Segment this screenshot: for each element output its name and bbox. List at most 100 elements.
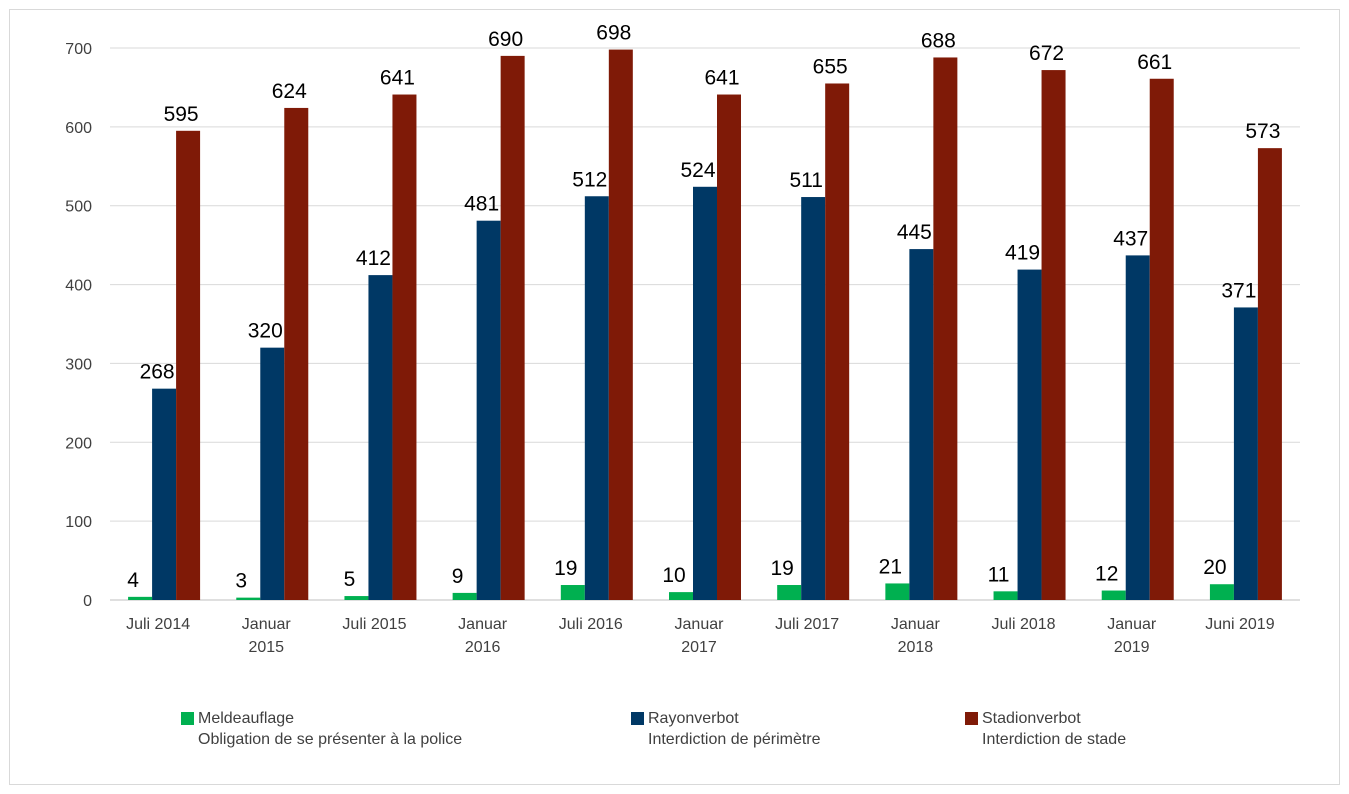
- chart-frame: [9, 9, 1340, 785]
- data-label-stadionverbot-10: 573: [1245, 120, 1280, 143]
- y-tick-label: 0: [83, 593, 92, 610]
- data-label-stadionverbot-3: 690: [488, 28, 523, 51]
- x-tick-label: Juli 2018: [992, 616, 1056, 633]
- legend-label-rayonverbot: Rayonverbot: [648, 710, 739, 727]
- y-tick-label: 400: [65, 278, 92, 295]
- legend-label-stadionverbot: Stadionverbot: [982, 710, 1081, 727]
- x-axis: Juli 2014 Januar 2015 Juli 2015 Januar 2016 Ju…: [126, 616, 1275, 656]
- y-tick-label: 700: [65, 41, 92, 58]
- bar-stadionverbot-10: [1257, 148, 1282, 601]
- data-label-stadionverbot-4: 698: [596, 22, 631, 45]
- legend-item-rayonverbot: Rayonverbot Interdiction de périmètre: [631, 708, 821, 750]
- bar-meldeauflage-1: [236, 597, 261, 600]
- bar-stadionverbot-8: [1041, 70, 1066, 600]
- legend-swatch-meldeauflage: [181, 712, 194, 725]
- bar-stadionverbot-4: [608, 49, 633, 600]
- data-label-meldeauflage-3: 9: [452, 565, 464, 588]
- legend-sublabel-meldeauflage: Obligation de se présenter à la police: [198, 731, 463, 748]
- bar-stadionverbot-6: [825, 83, 850, 600]
- x-tick-label: Januar: [891, 616, 941, 633]
- y-tick-label: 200: [65, 435, 92, 452]
- x-tick-label: 2018: [898, 639, 934, 656]
- bar-rayonverbot-9: [1125, 255, 1150, 600]
- data-label-stadionverbot-8: 672: [1029, 42, 1064, 65]
- bars: [128, 49, 1282, 601]
- data-label-meldeauflage-9: 12: [1095, 563, 1118, 586]
- y-tick-label: 100: [65, 514, 92, 531]
- bar-rayonverbot-3: [476, 220, 501, 600]
- y-tick-label: 300: [65, 356, 92, 373]
- legend-sublabel-rayonverbot: Interdiction de périmètre: [648, 731, 821, 748]
- x-tick-label: Juni 2019: [1205, 616, 1274, 633]
- data-label-rayonverbot-2: 412: [356, 247, 391, 270]
- data-label-rayonverbot-3: 481: [464, 193, 499, 216]
- data-label-stadionverbot-5: 641: [704, 67, 739, 90]
- bar-stadionverbot-2: [392, 94, 417, 601]
- x-tick-label: 2015: [248, 639, 284, 656]
- data-label-meldeauflage-7: 21: [879, 555, 902, 578]
- x-tick-label: Januar: [675, 616, 725, 633]
- x-tick-label: 2019: [1114, 639, 1150, 656]
- data-label-rayonverbot-0: 268: [140, 361, 175, 384]
- y-tick-label: 600: [65, 120, 92, 137]
- bar-rayonverbot-4: [584, 196, 609, 600]
- data-labels: 4 3 5 9 19 10 19 21 11 12 20 268 320 412 481 512 524 511 4…: [127, 22, 1280, 593]
- data-label-rayonverbot-5: 524: [680, 159, 715, 182]
- data-label-rayonverbot-7: 445: [897, 221, 932, 244]
- legend-label-meldeauflage: Meldeauflage: [198, 710, 295, 727]
- data-label-meldeauflage-10: 20: [1203, 556, 1226, 579]
- x-tick-label: Januar: [458, 616, 508, 633]
- y-tick-label: 500: [65, 199, 92, 216]
- legend-item-meldeauflage: Meldeauflage Obligation de se présenter …: [181, 708, 462, 750]
- data-label-meldeauflage-8: 11: [988, 563, 1010, 586]
- legend-sublabel-stadionverbot: Interdiction de stade: [982, 731, 1127, 748]
- bar-meldeauflage-9: [1101, 590, 1126, 600]
- bar-rayonverbot-6: [801, 197, 826, 601]
- bar-meldeauflage-8: [993, 591, 1018, 600]
- x-tick-label: Juli 2014: [126, 616, 190, 633]
- legend-swatch-rayonverbot: [631, 712, 644, 725]
- bar-stadionverbot-3: [500, 55, 525, 600]
- data-label-rayonverbot-1: 320: [248, 320, 283, 343]
- data-label-stadionverbot-0: 595: [164, 103, 199, 126]
- bar-rayonverbot-8: [1017, 269, 1042, 600]
- legend-item-stadionverbot: Stadionverbot Interdiction de stade: [965, 708, 1126, 750]
- bar-meldeauflage-0: [128, 596, 153, 600]
- bar-meldeauflage-7: [885, 583, 910, 600]
- bar-meldeauflage-5: [669, 592, 693, 600]
- data-label-meldeauflage-5: 10: [662, 564, 685, 587]
- data-label-meldeauflage-1: 3: [235, 570, 247, 593]
- data-label-rayonverbot-10: 371: [1221, 279, 1256, 302]
- bar-meldeauflage-10: [1209, 584, 1234, 600]
- x-tick-label: Januar: [1107, 616, 1157, 633]
- x-tick-label: Juli 2017: [775, 616, 839, 633]
- bar-rayonverbot-5: [693, 186, 717, 600]
- data-label-stadionverbot-7: 688: [921, 29, 956, 52]
- data-label-rayonverbot-6: 511: [789, 169, 822, 192]
- data-label-rayonverbot-4: 512: [572, 168, 607, 191]
- data-label-rayonverbot-9: 437: [1113, 227, 1148, 250]
- legend-swatch-stadionverbot: [965, 712, 978, 725]
- x-tick-label: 2016: [465, 639, 501, 656]
- data-label-meldeauflage-6: 19: [771, 557, 794, 580]
- bar-stadionverbot-0: [176, 130, 201, 601]
- bar-meldeauflage-3: [452, 592, 477, 600]
- data-label-stadionverbot-2: 641: [380, 67, 415, 90]
- bar-stadionverbot-5: [717, 94, 741, 601]
- bar-meldeauflage-4: [560, 585, 585, 600]
- bar-meldeauflage-6: [777, 585, 802, 600]
- bar-rayonverbot-1: [260, 347, 285, 600]
- data-label-meldeauflage-0: 4: [127, 569, 139, 592]
- bar-rayonverbot-10: [1233, 307, 1258, 600]
- bar-stadionverbot-1: [284, 107, 309, 600]
- bar-meldeauflage-2: [344, 596, 369, 600]
- x-tick-label: Juli 2016: [559, 616, 623, 633]
- data-label-meldeauflage-2: 5: [344, 568, 356, 591]
- x-tick-label: Juli 2015: [342, 616, 406, 633]
- bar-rayonverbot-7: [909, 249, 934, 601]
- data-label-meldeauflage-4: 19: [554, 557, 577, 580]
- y-axis: 0 100 200 300 400 500 600 700: [65, 41, 92, 610]
- bar-stadionverbot-9: [1149, 78, 1174, 601]
- data-label-rayonverbot-8: 419: [1005, 242, 1040, 265]
